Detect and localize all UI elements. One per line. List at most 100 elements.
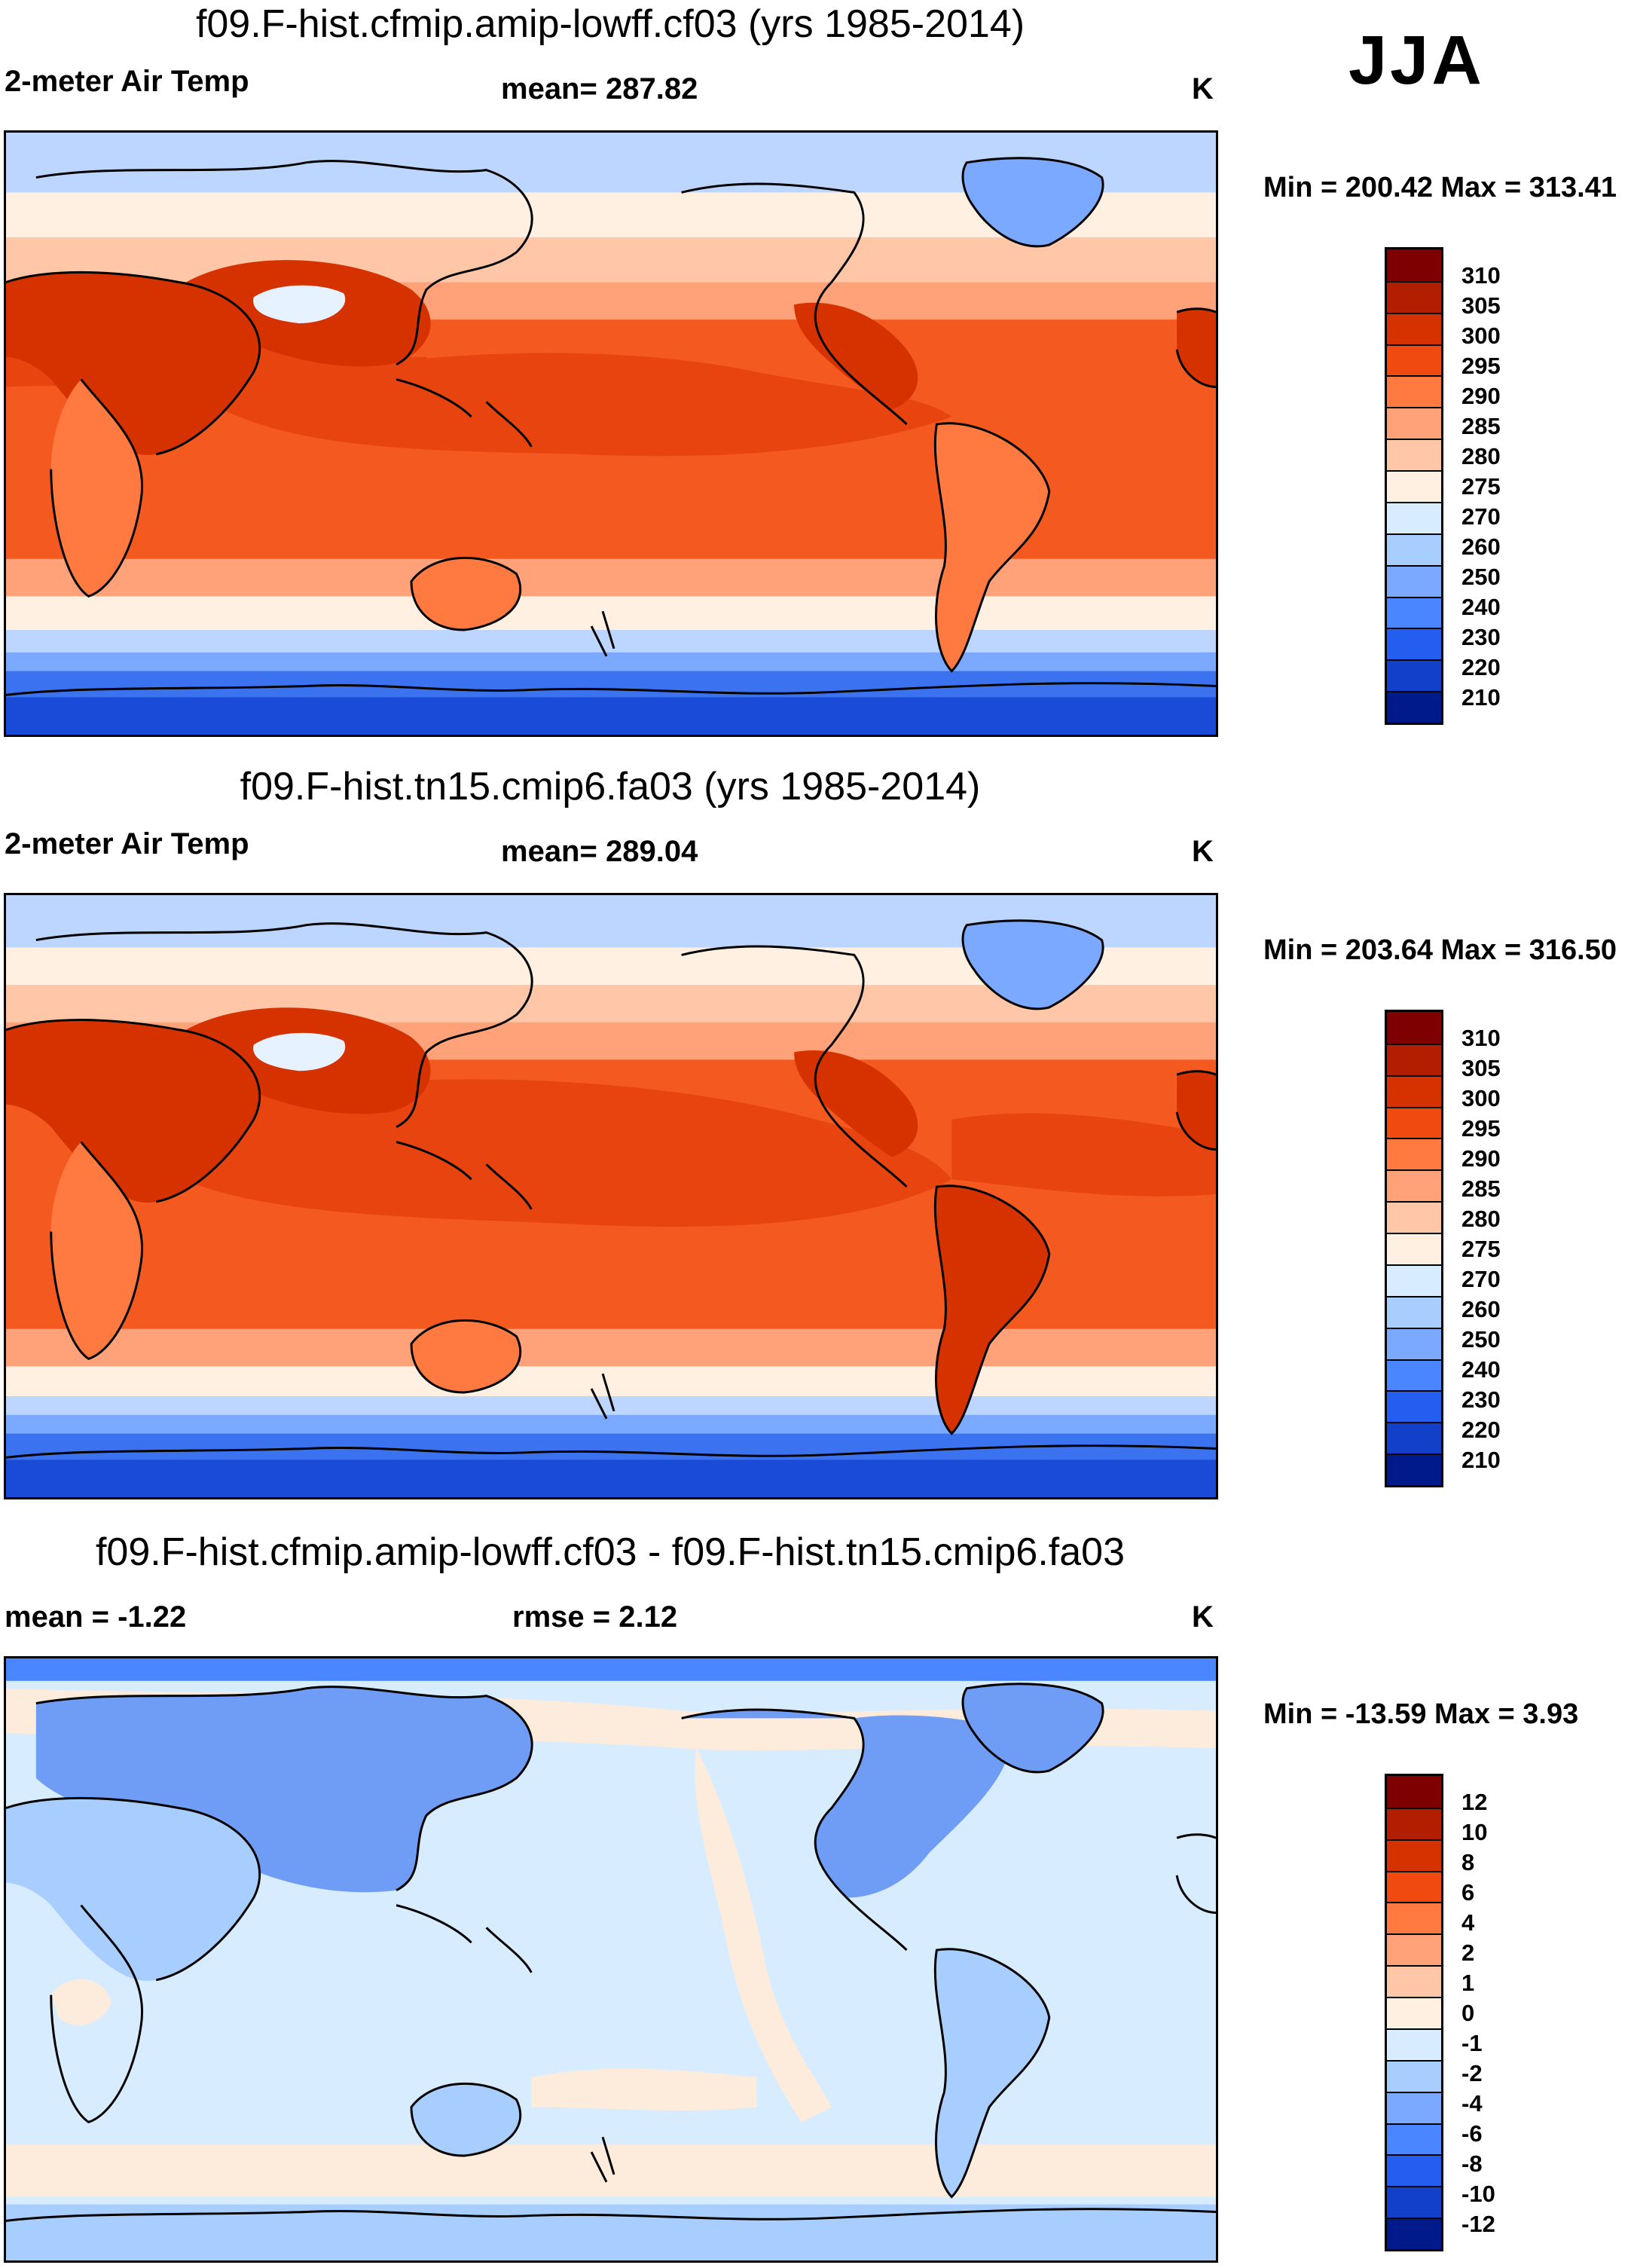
colorbar-box: [1387, 1012, 1441, 1044]
land-tibet: [253, 1032, 346, 1071]
land-sahara-east: [1177, 1071, 1216, 1150]
colorbar-tick-label: -10: [1461, 2181, 1495, 2207]
colorbar-tick-label: 240: [1461, 594, 1501, 620]
coastline-eurasia: [35, 1686, 533, 1892]
colorbar-box: [1387, 1201, 1441, 1233]
colorbar-box: [1387, 470, 1441, 502]
colorbar-tick-label: -6: [1461, 2120, 1483, 2147]
band-antarctic-1: [6, 671, 1216, 701]
colorbar-box: [1387, 1965, 1441, 1997]
land-africa-arabia: [6, 272, 260, 455]
colorbar-tick-label: -4: [1461, 2090, 1483, 2117]
colorbar-tick-label: 310: [1461, 262, 1501, 289]
diff-warm-eastern-pacific: [695, 1748, 832, 2123]
land-africa-arabia: [6, 1019, 260, 1203]
land-south-america: [935, 1185, 1049, 1434]
colorbar-tick-label: 280: [1461, 1206, 1501, 1232]
colorbar-tick-label: 260: [1461, 533, 1501, 560]
colorbar-box: [1387, 1264, 1441, 1296]
panel-3-minmax: Min = -13.59 Max = 3.93: [1263, 1698, 1579, 1730]
band-subtropic-south: [6, 1328, 1216, 1374]
coastline-greenland: [961, 1683, 1104, 1774]
land-southern-africa: [50, 379, 142, 597]
colorbar-tick-label: 210: [1461, 1447, 1501, 1473]
colorbar-box: [1387, 1106, 1441, 1139]
land-australia: [411, 558, 521, 631]
colorbar-box: [1387, 312, 1441, 344]
colorbar-tick-label: 8: [1461, 1849, 1475, 1875]
coastline-south-america: [933, 1948, 1051, 2199]
diff-land-eurasia: [35, 1686, 533, 1893]
coastline-southern-africa: [50, 1141, 144, 1361]
colorbar-tick-label: 270: [1461, 1266, 1501, 1292]
colorbar-box: [1387, 344, 1441, 376]
colorbar-box: [1387, 1169, 1441, 1202]
colorbar-tick-label: 220: [1461, 654, 1501, 680]
coastline-southern-africa: [50, 1904, 144, 2124]
colorbar-box: [1387, 1902, 1441, 1934]
colorbar-tick-label: 230: [1461, 624, 1501, 650]
panel-2-minmax: Min = 203.64 Max = 316.50: [1263, 934, 1617, 966]
coastline-maritime-continent: [396, 1904, 533, 1973]
colorbar-box: [1387, 1453, 1441, 1485]
diff-warm-south-band: [6, 2144, 1216, 2197]
land-north-america: [794, 1050, 918, 1157]
colorbar-box: [1387, 375, 1441, 408]
colorbar-tick-label: 310: [1461, 1025, 1501, 1051]
diff-arctic-band: [6, 1658, 1216, 1681]
coastline-new-zealand: [590, 2136, 615, 2183]
colorbar-tick-label: 2: [1461, 1939, 1475, 1966]
panel-2-colorbar: [1385, 1010, 1443, 1487]
panel-2-title: f09.F-hist.tn15.cmip6.fa03 (yrs 1985-201…: [240, 765, 981, 808]
colorbar-box: [1387, 596, 1441, 628]
land-greenland: [963, 157, 1104, 246]
colorbar-box: [1387, 2028, 1441, 2060]
coastlines: [6, 157, 1216, 696]
colorbar-box: [1387, 564, 1441, 597]
colorbar-tick-label: -2: [1461, 2060, 1483, 2086]
colorbar-box: [1387, 2123, 1441, 2155]
colorbar-box: [1387, 1295, 1441, 1328]
colorbar-box: [1387, 2154, 1441, 2187]
colorbar-tick-label: 300: [1461, 1085, 1501, 1111]
colorbar-box: [1387, 280, 1441, 313]
panel-3-colorbar: [1385, 1774, 1443, 2251]
band-southern-ocean-2: [6, 1414, 1216, 1438]
coastline-eurasia: [35, 160, 533, 366]
land-fields: [6, 920, 1216, 1434]
colorbar-tick-label: -12: [1461, 2211, 1495, 2237]
colorbar-box: [1387, 1233, 1441, 1264]
colorbar-box: [1387, 1390, 1441, 1423]
colorbar-tick-label: 295: [1461, 353, 1501, 379]
colorbar-tick-label: 300: [1461, 322, 1501, 349]
band-subtropic-south: [6, 558, 1216, 604]
panel-3-map: [4, 1656, 1218, 2263]
colorbar-box: [1387, 533, 1441, 565]
colorbar-box: [1387, 1359, 1441, 1391]
colorbar-box: [1387, 1933, 1441, 1966]
colorbar-box: [1387, 1043, 1441, 1075]
panel-1-map-svg: [6, 133, 1216, 735]
colorbar-tick-label: 10: [1461, 1819, 1488, 1845]
colorbar-box: [1387, 628, 1441, 660]
colorbar-tick-label: 250: [1461, 564, 1501, 590]
colorbar-box: [1387, 1839, 1441, 1871]
coastline-eurasia: [35, 922, 533, 1129]
colorbar-tick-label: 240: [1461, 1356, 1501, 1383]
diff-land-kalahari: [50, 1979, 111, 2025]
panel-2-unit-label: K: [1192, 835, 1214, 868]
coastline-greenland: [961, 919, 1104, 1010]
land-fields: [6, 1683, 1104, 2197]
coastline-north-america: [681, 945, 908, 1188]
colorbar-tick-label: 250: [1461, 1326, 1501, 1353]
colorbar-tick-label: 6: [1461, 1879, 1475, 1906]
panel-1-minmax: Min = 200.42 Max = 313.41: [1263, 172, 1617, 203]
colorbar-box: [1387, 439, 1441, 471]
band-southern-ocean-1: [6, 630, 1216, 656]
land-southern-africa: [50, 1142, 142, 1359]
coastline-north-america: [681, 1708, 908, 1952]
colorbar-tick-label: -8: [1461, 2150, 1483, 2177]
colorbar-tick-label: 285: [1461, 1175, 1501, 1202]
colorbar-tick-label: 230: [1461, 1386, 1501, 1413]
colorbar-tick-label: 1: [1461, 1970, 1475, 1996]
